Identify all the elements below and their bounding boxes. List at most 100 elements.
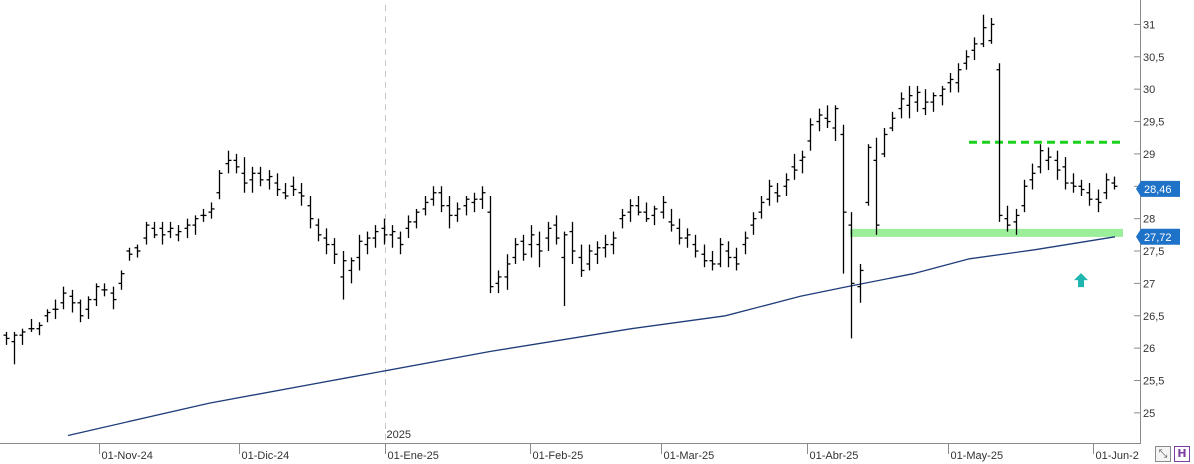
ohlc-bar bbox=[1086, 183, 1093, 206]
ohlc-bar bbox=[19, 328, 26, 345]
ohlc-bar bbox=[963, 50, 970, 70]
ohlc-bar bbox=[594, 241, 601, 264]
y-tick-label: 26 bbox=[1143, 343, 1155, 355]
ohlc-bar bbox=[881, 128, 888, 158]
ohlc-bar bbox=[807, 118, 814, 151]
ohlc-bar bbox=[906, 85, 913, 119]
ohlc-bar bbox=[774, 183, 781, 203]
ohlc-bar bbox=[660, 195, 667, 219]
ohlc-bar bbox=[955, 63, 962, 93]
ohlc-bar bbox=[422, 195, 429, 216]
ohlc-bar bbox=[1029, 163, 1036, 190]
y-tick-label: 31 bbox=[1143, 19, 1155, 31]
ohlc-bar bbox=[413, 208, 420, 229]
ohlc-bar bbox=[914, 85, 921, 112]
ohlc-bar bbox=[143, 221, 150, 245]
ohlc-bar bbox=[1013, 208, 1020, 235]
ohlc-bar bbox=[381, 218, 388, 245]
ohlc-bar bbox=[134, 244, 141, 258]
ohlc-bar bbox=[118, 270, 125, 290]
moving-average-series bbox=[67, 236, 1116, 437]
ohlc-bar bbox=[225, 150, 232, 174]
y-tick-label: 30,5 bbox=[1143, 52, 1164, 64]
ohlc-bar bbox=[758, 195, 765, 219]
ohlc-bar bbox=[28, 318, 35, 332]
y-tick-label: 30 bbox=[1143, 84, 1155, 96]
ohlc-bar bbox=[824, 105, 831, 129]
y-tick-label: 29 bbox=[1143, 149, 1155, 161]
x-tick-label: 01-Nov-24 bbox=[102, 450, 153, 462]
ohlc-bar bbox=[1103, 173, 1110, 200]
ohlc-bar bbox=[561, 231, 568, 307]
save-button[interactable]: H bbox=[1174, 446, 1190, 462]
x-tick-label: 01-Feb-25 bbox=[533, 450, 584, 462]
ohlc-bar bbox=[93, 283, 100, 307]
ohlc-bar bbox=[545, 221, 552, 252]
ohlc-series bbox=[3, 14, 1118, 365]
ohlc-bar bbox=[578, 244, 585, 277]
x-tick-label: 01-Dic-24 bbox=[242, 450, 290, 462]
ohlc-bar bbox=[857, 263, 864, 303]
marker bbox=[1074, 273, 1088, 288]
level-lines bbox=[850, 140, 1123, 237]
ohlc-bar bbox=[52, 299, 59, 319]
ohlc-bar bbox=[348, 257, 355, 284]
ohlc-bar bbox=[372, 225, 379, 248]
ohlc-bar bbox=[816, 108, 823, 132]
ohlc-bar bbox=[980, 14, 987, 48]
price-label-text: 28,46 bbox=[1144, 184, 1172, 196]
ohlc-bar bbox=[192, 215, 199, 235]
ohlc-bar bbox=[389, 225, 396, 248]
ohlc-bar bbox=[184, 218, 191, 239]
ohlc-bar bbox=[725, 241, 732, 268]
ohlc-bar bbox=[1037, 144, 1044, 174]
x-tick-label: 01-Jun-2 bbox=[1096, 450, 1139, 462]
ohlc-bar bbox=[298, 183, 305, 206]
ohlc-bar bbox=[233, 153, 240, 174]
scale-button[interactable]: ⤡ bbox=[1155, 446, 1171, 462]
ohlc-bar bbox=[922, 89, 929, 116]
ohlc-bar bbox=[1111, 176, 1118, 190]
price-labels: 28,46 27,72 bbox=[1136, 180, 1180, 245]
ohlc-bar bbox=[405, 215, 412, 239]
ohlc-bar bbox=[865, 144, 872, 206]
x-tick-label: 01-Ene-25 bbox=[388, 450, 439, 462]
ohlc-bar bbox=[750, 212, 757, 235]
ohlc-bar bbox=[1070, 173, 1077, 193]
ohlc-bar bbox=[430, 186, 437, 206]
ohlc-bar bbox=[971, 37, 978, 61]
ohlc-bar bbox=[356, 234, 363, 271]
ohlc-bar bbox=[684, 228, 691, 248]
year-label: 2025 bbox=[387, 429, 411, 441]
ohlc-bar bbox=[709, 251, 716, 271]
ohlc-bar bbox=[635, 195, 642, 216]
y-tick-label: 25 bbox=[1143, 408, 1155, 420]
ohlc-bar bbox=[110, 286, 117, 310]
ohlc-bar bbox=[282, 183, 289, 200]
ohlc-bar bbox=[676, 218, 683, 245]
ohlc-bar bbox=[60, 286, 67, 310]
ohlc-bar bbox=[438, 186, 445, 213]
ohlc-bar bbox=[331, 238, 338, 264]
ohlc-bar bbox=[495, 270, 502, 294]
ohlc-bar bbox=[717, 238, 724, 268]
ohlc-bar bbox=[126, 247, 133, 261]
ohlc-bar bbox=[627, 199, 634, 222]
ohlc-bar bbox=[742, 231, 749, 255]
ohlc-bar bbox=[446, 195, 453, 229]
ohlc-bar bbox=[1054, 150, 1061, 180]
ohlc-bar bbox=[504, 254, 511, 290]
ohlc-bar bbox=[323, 228, 330, 255]
ohlc-bar bbox=[1078, 179, 1085, 196]
ohlc-bar bbox=[175, 225, 182, 242]
ohlc-bar bbox=[208, 202, 215, 219]
ohlc-bar bbox=[889, 111, 896, 132]
ohlc-bar bbox=[528, 225, 535, 258]
ohlc-bar bbox=[783, 173, 790, 196]
ohlc-bar bbox=[536, 231, 543, 268]
ohlc-bar bbox=[1021, 179, 1028, 213]
ohlc-bar bbox=[947, 72, 954, 93]
ohlc-bar bbox=[69, 289, 76, 313]
